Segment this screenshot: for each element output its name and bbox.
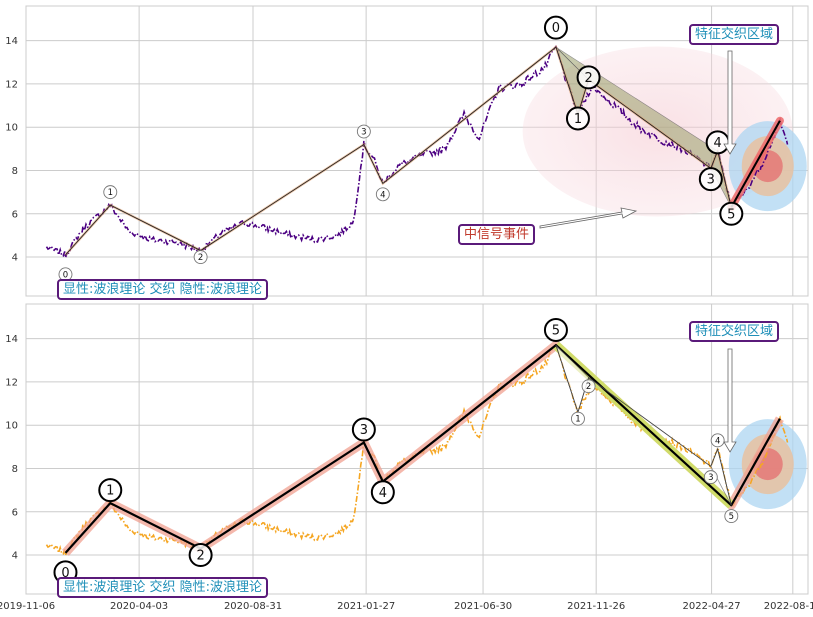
- bottom-feature-zone-label: 特征交织区域: [689, 321, 780, 342]
- y-tick-label: 12: [5, 377, 18, 388]
- wave-label-circle: [703, 470, 718, 485]
- x-tick-label: 2021-11-26: [567, 601, 625, 612]
- feature-zone-arrow: [723, 50, 737, 155]
- wave-label: 3: [360, 423, 368, 438]
- wave-label-circle: [710, 433, 725, 448]
- wave-label-circle: [356, 124, 371, 139]
- wave-label: 3: [708, 473, 713, 483]
- x-tick-label: 2022-04-27: [683, 601, 741, 612]
- wave-label: 2: [586, 382, 591, 392]
- feature-zone-arrow: [723, 348, 737, 453]
- x-tick-label: 2022-08-12: [764, 601, 813, 612]
- top-panel-label: 显性:波浪理论 交织 隐性:波浪理论: [57, 279, 269, 300]
- y-tick-label: 6: [12, 507, 18, 518]
- y-tick-label: 8: [12, 166, 18, 177]
- wave-label: 1: [574, 112, 582, 127]
- wave-label: 2: [196, 549, 204, 564]
- wave-label-circle: [565, 106, 590, 131]
- wave-label-circle: [543, 317, 568, 342]
- wave-label: 3: [361, 128, 366, 138]
- zigzag-line: [65, 46, 781, 256]
- y-tick-label: 12: [5, 79, 18, 90]
- wave-label-circle: [571, 411, 585, 426]
- x-tick-label: 2020-08-31: [224, 601, 282, 612]
- wave-label-circle: [103, 185, 118, 200]
- final-leg: [730, 120, 781, 208]
- x-tick-label: 2021-01-27: [337, 601, 395, 612]
- y-tick-label: 14: [5, 36, 18, 47]
- wave-label: 2: [198, 253, 203, 263]
- wave-label: 2: [584, 71, 592, 86]
- wave-label: 5: [552, 323, 560, 338]
- wave-label-circle: [193, 250, 208, 264]
- wave-label-circle: [351, 417, 376, 442]
- wave-label: 0: [61, 566, 69, 581]
- y-tick-label: 6: [12, 209, 18, 220]
- wave-label: 0: [63, 270, 68, 280]
- wave-label-circle: [698, 167, 723, 192]
- wave-label: 4: [380, 190, 385, 200]
- wave-label: 4: [714, 136, 722, 151]
- wave-label-circle: [543, 15, 568, 40]
- wave-label: 5: [729, 512, 734, 522]
- wave-label-circle: [375, 187, 390, 202]
- y-tick-label: 10: [5, 123, 18, 134]
- signal-event-arrow: [539, 207, 638, 229]
- zigzag-line: [64, 344, 781, 554]
- wave-label-circle: [370, 480, 395, 505]
- wave-label: 0: [552, 21, 560, 36]
- sub-zigzag-line: [555, 344, 732, 506]
- y-tick-label: 14: [5, 334, 18, 345]
- top-feature-zone-label: 特征交织区域: [689, 24, 780, 45]
- panel-bottom: 2019-11-06 2020-04-03 2020-08-31 2021-01-27…: [0, 303, 813, 612]
- wave-label-circle: [581, 379, 596, 394]
- y-tick-label: 8: [12, 464, 18, 475]
- wave-label: 1: [575, 415, 580, 425]
- y-tick-label: 10: [5, 421, 18, 432]
- x-tick-label: 2021-06-30: [454, 601, 512, 612]
- x-tick-label: 2020-04-03: [110, 601, 168, 612]
- x-tick-label: 2019-11-06: [0, 601, 55, 612]
- wave-label: 4: [715, 436, 720, 446]
- wave-label: 4: [379, 486, 387, 501]
- wave-label: 1: [108, 188, 113, 198]
- wave-label: 5: [727, 207, 735, 222]
- wave-label-circle: [719, 201, 744, 226]
- wave-label: 1: [106, 484, 114, 499]
- wave-label-circle: [576, 65, 601, 90]
- wave-label-circle: [188, 543, 213, 568]
- bottom-panel-label: 显性:波浪理论 交织 隐性:波浪理论: [57, 577, 269, 598]
- wave-label: 3: [707, 173, 715, 188]
- wave-label-circle: [724, 509, 739, 524]
- top-signal-event-label: 中信号事件: [458, 224, 536, 245]
- wave-label-circle: [98, 478, 123, 503]
- y-tick-label: 4: [12, 551, 18, 562]
- y-tick-label: 4: [12, 253, 18, 264]
